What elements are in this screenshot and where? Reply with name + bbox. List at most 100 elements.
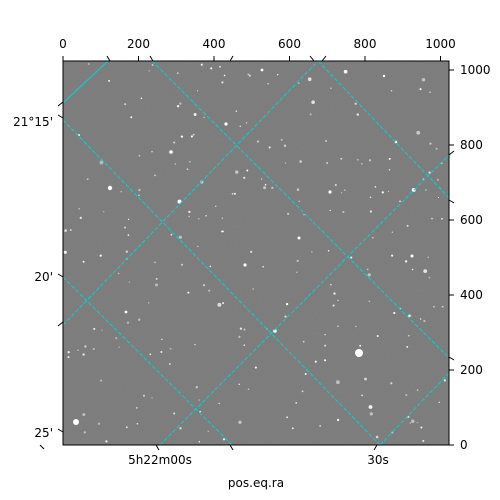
star — [84, 345, 87, 348]
star — [390, 90, 393, 92]
star — [243, 176, 246, 179]
star — [154, 174, 156, 177]
ra-tick — [155, 444, 160, 451]
star — [264, 183, 267, 186]
star — [222, 438, 226, 441]
x-axis-label: pos.eq.ra — [228, 476, 284, 490]
star — [350, 256, 353, 259]
ra-tick-label: 30s — [367, 453, 389, 467]
star — [245, 121, 248, 124]
star — [233, 192, 236, 195]
top-tick-label: 1000 — [425, 37, 456, 51]
star — [192, 133, 195, 136]
grid-line — [151, 61, 449, 359]
star — [252, 288, 254, 290]
star — [405, 394, 408, 397]
star — [78, 207, 81, 210]
star — [443, 379, 447, 382]
star — [340, 192, 343, 194]
star — [197, 217, 200, 220]
star — [419, 88, 422, 91]
right-tick-label: 200 — [460, 363, 483, 377]
star — [197, 245, 199, 248]
star — [125, 426, 128, 429]
star — [198, 441, 201, 443]
star — [186, 168, 189, 171]
bright-star — [328, 190, 332, 194]
star — [411, 419, 415, 423]
star — [324, 334, 326, 336]
star — [174, 163, 176, 165]
star — [247, 73, 249, 75]
star — [177, 199, 182, 204]
star — [423, 269, 428, 273]
dec-tick — [57, 428, 64, 433]
star — [188, 215, 191, 218]
grid-line — [63, 119, 381, 445]
star — [284, 162, 287, 164]
star — [330, 284, 332, 286]
star — [235, 110, 238, 113]
star — [399, 200, 401, 203]
star — [64, 229, 67, 232]
star — [408, 314, 411, 318]
star — [154, 261, 156, 264]
sky-image — [63, 61, 449, 445]
star — [125, 250, 128, 253]
ra-tick — [149, 55, 154, 62]
star — [286, 212, 290, 216]
star — [105, 440, 108, 443]
star — [435, 147, 438, 150]
star — [369, 412, 373, 416]
star — [99, 160, 104, 165]
star — [276, 73, 279, 76]
star — [138, 188, 141, 192]
star — [334, 184, 337, 186]
star — [296, 259, 299, 263]
star — [86, 178, 89, 180]
star — [235, 170, 239, 174]
star — [284, 315, 287, 318]
star — [299, 160, 302, 163]
star — [364, 377, 367, 381]
star — [368, 300, 371, 303]
star — [148, 70, 150, 72]
star — [239, 125, 241, 127]
star — [77, 349, 79, 351]
star — [295, 402, 298, 404]
ra-tick — [106, 55, 111, 62]
ra-tick — [229, 55, 234, 62]
star — [324, 344, 327, 347]
star — [437, 196, 440, 199]
star — [194, 343, 196, 346]
star — [126, 321, 130, 324]
grid-line — [317, 61, 449, 199]
star — [207, 430, 209, 432]
star — [368, 405, 373, 409]
star — [381, 191, 384, 194]
star — [108, 79, 111, 82]
star — [92, 347, 95, 351]
star — [375, 435, 379, 439]
star — [311, 100, 315, 104]
star — [203, 116, 205, 119]
ra-tick — [39, 444, 45, 450]
star — [138, 318, 141, 321]
star — [298, 200, 301, 203]
star — [93, 327, 96, 330]
star — [340, 157, 343, 160]
bright-star — [260, 68, 264, 72]
star — [283, 144, 287, 147]
star — [376, 334, 379, 338]
star — [199, 410, 202, 413]
wcs-ticks — [39, 55, 455, 451]
star — [388, 168, 391, 171]
star — [243, 344, 245, 346]
star — [196, 90, 199, 92]
star — [354, 325, 357, 328]
star — [406, 224, 409, 227]
dec-tick-label: 21°15' — [13, 115, 53, 129]
star — [82, 413, 86, 417]
star — [423, 319, 426, 323]
star — [428, 276, 431, 279]
